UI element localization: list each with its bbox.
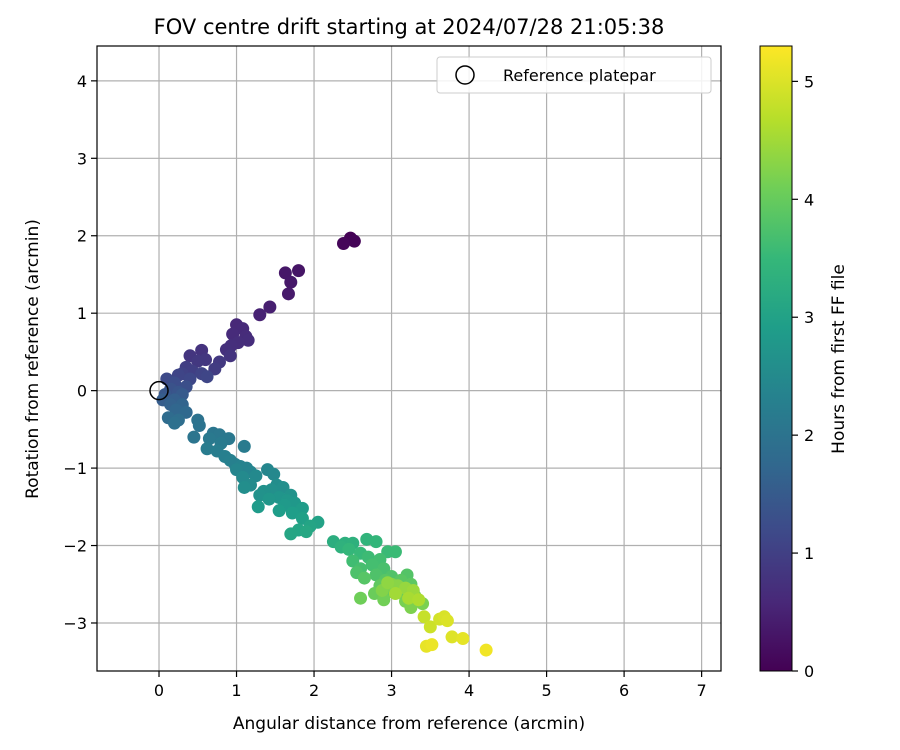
data-point: [200, 442, 214, 456]
y-tick-label: 4: [77, 72, 87, 91]
data-point: [267, 467, 281, 481]
y-tick-label: 2: [77, 227, 87, 246]
x-tick-label: 3: [386, 681, 396, 700]
y-tick-label: 3: [77, 149, 87, 168]
plot-frame: [96, 45, 722, 672]
colorbar-tick-label: 3: [804, 308, 814, 327]
colorbar-label: Hours from first FF file: [829, 264, 849, 454]
data-point: [412, 593, 426, 607]
data-point: [402, 591, 416, 605]
data-point: [263, 300, 277, 314]
y-tick-label: 1: [77, 304, 87, 323]
data-point: [241, 333, 255, 347]
data-point: [445, 630, 459, 644]
y-axis-label: Rotation from reference (arcmin): [23, 219, 43, 499]
data-point: [284, 275, 298, 289]
x-tick-label: 0: [154, 681, 164, 700]
points: [156, 231, 493, 657]
data-point: [281, 287, 295, 301]
data-point: [253, 308, 267, 322]
data-point: [200, 370, 214, 384]
colorbar-tick-label: 5: [804, 72, 814, 91]
legend-marker: [455, 65, 475, 85]
data-point: [342, 542, 356, 556]
data-point: [347, 234, 361, 248]
data-point: [440, 614, 454, 628]
colorbar-tick-label: 4: [804, 190, 814, 209]
data-point: [262, 492, 276, 506]
colorbar: 0 1 2 3 4 5 Hours from first FF file: [759, 45, 849, 681]
data-point: [202, 432, 216, 446]
data-point: [251, 500, 265, 514]
data-point: [272, 504, 286, 518]
data-point: [381, 576, 395, 590]
x-tick-label: 5: [541, 681, 551, 700]
data-point: [423, 620, 437, 634]
y-axis: −3 −2 −1 0 1 2 3 4: [63, 72, 97, 633]
data-point: [365, 558, 379, 572]
y-tick-label: −1: [63, 459, 87, 478]
x-axis: 0 1 2 3 4 5 6 7: [154, 671, 707, 700]
chart-title: FOV centre drift starting at 2024/07/28 …: [154, 15, 665, 39]
legend-box: [436, 56, 712, 94]
data-point: [336, 236, 350, 250]
x-tick-label: 7: [697, 681, 707, 700]
data-point: [237, 480, 251, 494]
x-tick-label: 4: [464, 681, 474, 700]
y-tick-label: −3: [63, 614, 87, 633]
data-point: [354, 591, 368, 605]
data-point: [417, 610, 431, 624]
data-point: [192, 418, 206, 432]
grid: [97, 46, 721, 671]
y-tick-label: 0: [77, 382, 87, 401]
legend: Reference platepar: [436, 56, 712, 94]
data-point: [237, 439, 251, 453]
data-point: [479, 643, 493, 657]
data-point: [285, 506, 299, 520]
x-tick-label: 1: [231, 681, 241, 700]
data-point: [357, 571, 371, 585]
colorbar-ticks: 0 1 2 3 4 5: [792, 72, 814, 681]
colorbar-tick-label: 0: [804, 662, 814, 681]
legend-label: Reference platepar: [503, 66, 656, 85]
data-point: [284, 527, 298, 541]
colorbar-tick-label: 1: [804, 544, 814, 563]
data-point: [295, 501, 309, 515]
data-point: [187, 430, 201, 444]
data-point: [292, 264, 306, 278]
data-point: [425, 638, 439, 652]
data-point: [388, 545, 402, 559]
y-tick-label: −2: [63, 537, 87, 556]
colorbar-tick-label: 2: [804, 426, 814, 445]
x-axis-label: Angular distance from reference (arcmin): [233, 714, 585, 734]
x-tick-label: 6: [619, 681, 629, 700]
reference-marker: [149, 380, 169, 401]
data-point: [299, 525, 313, 539]
data-point: [456, 631, 470, 645]
data-point: [223, 349, 237, 363]
data-point: [191, 354, 205, 368]
colorbar-gradient: [759, 45, 793, 672]
data-point: [369, 535, 383, 549]
x-tick-label: 2: [309, 681, 319, 700]
data-point: [388, 587, 402, 601]
data-point: [168, 416, 182, 430]
